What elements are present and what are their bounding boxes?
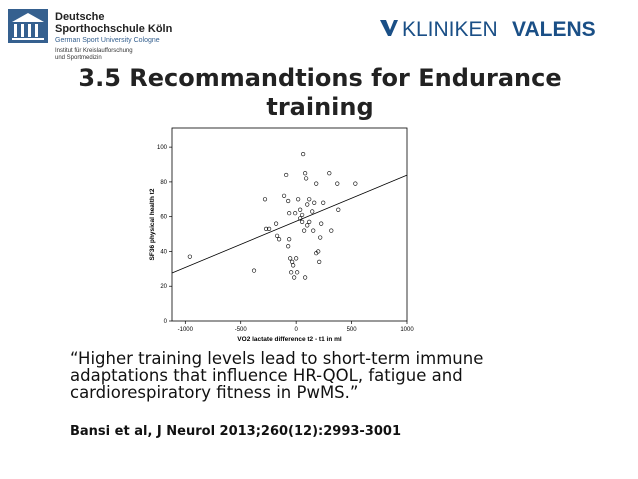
data-point (317, 259, 322, 264)
data-point (303, 275, 308, 280)
university-logo: Deutsche Sporthochschule Köln German Spo… (8, 9, 173, 61)
data-point (319, 221, 324, 226)
data-point (289, 270, 294, 275)
data-point (353, 181, 358, 186)
data-point (303, 171, 308, 176)
data-point (310, 209, 315, 214)
data-point (298, 207, 303, 212)
y-tick-label: 0 (164, 319, 168, 325)
data-point (287, 237, 292, 242)
data-point (312, 200, 317, 205)
clinic-logo: KLINIKEN VALENS (380, 18, 596, 41)
slide-title: 3.5 Recommandtions for Endurance trainin… (78, 64, 562, 121)
data-point (286, 244, 291, 249)
data-point (311, 228, 316, 233)
data-point (307, 219, 312, 224)
data-point (329, 228, 334, 233)
data-point (287, 211, 292, 216)
y-tick-label: 40 (160, 249, 167, 255)
data-point (305, 223, 310, 228)
data-point (251, 268, 257, 273)
data-point (335, 181, 340, 186)
data-point (290, 259, 295, 264)
data-point (293, 211, 298, 216)
data-point (295, 270, 300, 275)
data-point (318, 235, 323, 240)
y-tick-label: 60 (160, 215, 167, 221)
fit-line (171, 174, 408, 274)
data-point (187, 254, 192, 259)
logo-text: VALENS (512, 18, 596, 41)
data-point (307, 197, 312, 202)
institute-text: Institut für Kreislaufforschung (55, 48, 133, 54)
data-point (327, 171, 332, 176)
quote: “Higher training levels lead to short-te… (70, 349, 484, 402)
data-point (267, 226, 272, 231)
logo-text: Sporthochschule Köln (55, 23, 173, 35)
data-point (316, 249, 321, 254)
data-point (298, 216, 303, 221)
x-tick-label: 500 (347, 327, 358, 333)
data-point (262, 197, 268, 202)
y-tick-label: 80 (160, 180, 167, 186)
data-point (288, 256, 293, 261)
data-point (321, 200, 326, 205)
data-point (264, 226, 269, 231)
data-point (304, 176, 309, 181)
logo-text: KLINIKEN (402, 18, 498, 41)
data-point (300, 219, 305, 224)
logo-icon (380, 20, 398, 36)
plot-frame (171, 127, 408, 322)
data-point (292, 275, 297, 280)
data-point (336, 207, 341, 212)
data-point (305, 202, 310, 207)
data-point (301, 151, 306, 157)
institute-text: und Sportmedizin (55, 55, 102, 61)
data-point (291, 263, 296, 268)
data-point (276, 237, 282, 242)
x-tick-label: 1000 (400, 327, 414, 333)
x-axis-label: VO2 lactate difference t2 - t1 in ml (237, 336, 342, 343)
logo-text: German Sport University Cologne (55, 37, 160, 44)
scatter-chart: -1000 -500 0 500 1000 0 20 40 60 80 100 VO2 lactate… (149, 127, 414, 343)
data-point (294, 256, 299, 261)
data-point (302, 228, 307, 233)
data-point (274, 233, 280, 238)
y-axis-label: SF36 physical health t2 (149, 188, 156, 260)
data-point (296, 197, 301, 202)
data-point (284, 172, 289, 178)
x-tick-label: 0 (294, 327, 298, 333)
y-tick-label: 100 (157, 145, 168, 151)
data-point (314, 181, 319, 186)
data-point (286, 198, 291, 204)
data-point (281, 193, 287, 198)
x-tick-label: -500 (235, 327, 248, 333)
data-point (300, 212, 305, 218)
logo-text: Deutsche (55, 11, 105, 23)
y-tick-label: 20 (160, 284, 167, 290)
data-point (273, 221, 279, 226)
citation: Bansi et al, J Neurol 2013;260(12):2993-… (70, 424, 401, 439)
x-tick-label: -1000 (178, 327, 194, 333)
